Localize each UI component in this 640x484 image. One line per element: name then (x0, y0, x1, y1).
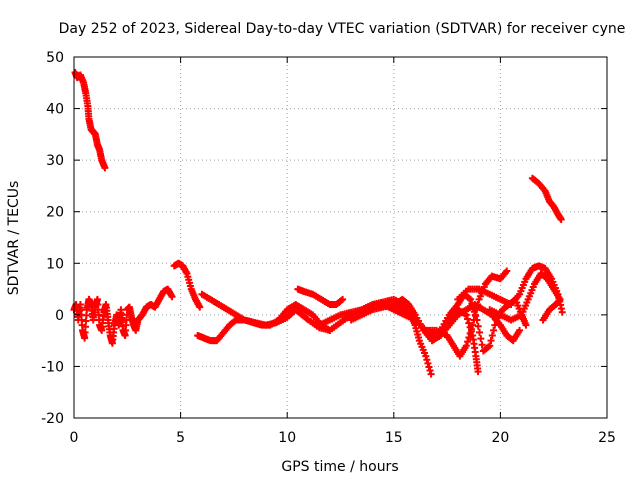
x-tick-label: 20 (491, 430, 509, 446)
data-point (476, 328, 484, 336)
series-track-1 (71, 68, 109, 172)
data-point (558, 308, 566, 316)
data-point (466, 329, 474, 337)
data-point (462, 342, 470, 350)
grid-layer (74, 57, 607, 418)
plot-frame (73, 56, 608, 419)
series-track-3 (170, 259, 204, 311)
y-tick-label: -10 (41, 359, 64, 375)
data-point (474, 301, 482, 309)
data-point (427, 370, 435, 378)
data-point (486, 342, 494, 350)
data-point (468, 300, 476, 308)
data-point (474, 322, 482, 330)
data-point (337, 296, 345, 304)
y-tick-label: 30 (46, 153, 64, 169)
data-point (467, 325, 475, 333)
data-point (469, 304, 477, 312)
data-point (503, 267, 511, 275)
series-track-7 (315, 301, 482, 376)
data-point (465, 294, 473, 302)
data-point (469, 321, 477, 329)
data-point (423, 356, 431, 364)
data-point (557, 215, 565, 223)
data-point (490, 326, 498, 334)
data-point (539, 316, 547, 324)
data-point (470, 308, 478, 316)
data-point (478, 341, 486, 349)
data-point (424, 359, 432, 367)
data-point (464, 315, 472, 323)
data-point (467, 295, 475, 303)
y-tick-label: 50 (46, 50, 64, 66)
y-tick-label: -20 (41, 411, 64, 427)
data-point (196, 303, 204, 311)
data-point (101, 164, 109, 172)
data-point (473, 316, 481, 324)
data-point (472, 312, 480, 320)
data-point (516, 326, 524, 334)
series-track-6 (294, 285, 347, 309)
data-point (487, 337, 495, 345)
chart-title: Day 252 of 2023, Sidereal Day-to-day VTE… (59, 21, 626, 37)
x-tick-label: 5 (176, 430, 185, 446)
x-tick-label: 15 (385, 430, 403, 446)
x-tick-label: 25 (598, 430, 616, 446)
data-point (474, 368, 482, 376)
axis-layer: 0 5 10 15 20 25 -20 -10 0 10 20 30 40 50 (41, 50, 616, 446)
data-point (425, 363, 433, 371)
x-tick-label: 0 (70, 430, 79, 446)
data-point (484, 343, 492, 351)
series-track-2 (70, 285, 176, 347)
data-point (477, 335, 485, 343)
series-track-12 (486, 270, 564, 324)
y-tick-label: 0 (55, 308, 64, 324)
data-point (465, 334, 473, 342)
data-point (464, 338, 472, 346)
data-layer (70, 68, 566, 378)
y-tick-label: 20 (46, 205, 64, 221)
data-point (488, 331, 496, 339)
data-point (465, 319, 473, 327)
series-track-11 (454, 262, 566, 316)
data-point (522, 321, 530, 329)
data-point (422, 352, 430, 360)
y-tick-label: 10 (46, 256, 64, 272)
data-point (491, 321, 499, 329)
x-axis-label: GPS time / hours (281, 459, 398, 475)
y-axis-label: SDTVAR / TECUs (6, 181, 22, 296)
data-point (426, 367, 434, 375)
data-point (168, 293, 176, 301)
y-tick-label: 40 (46, 102, 64, 118)
series-track-13 (528, 174, 565, 223)
x-tick-label: 10 (278, 430, 296, 446)
data-point (339, 295, 347, 303)
